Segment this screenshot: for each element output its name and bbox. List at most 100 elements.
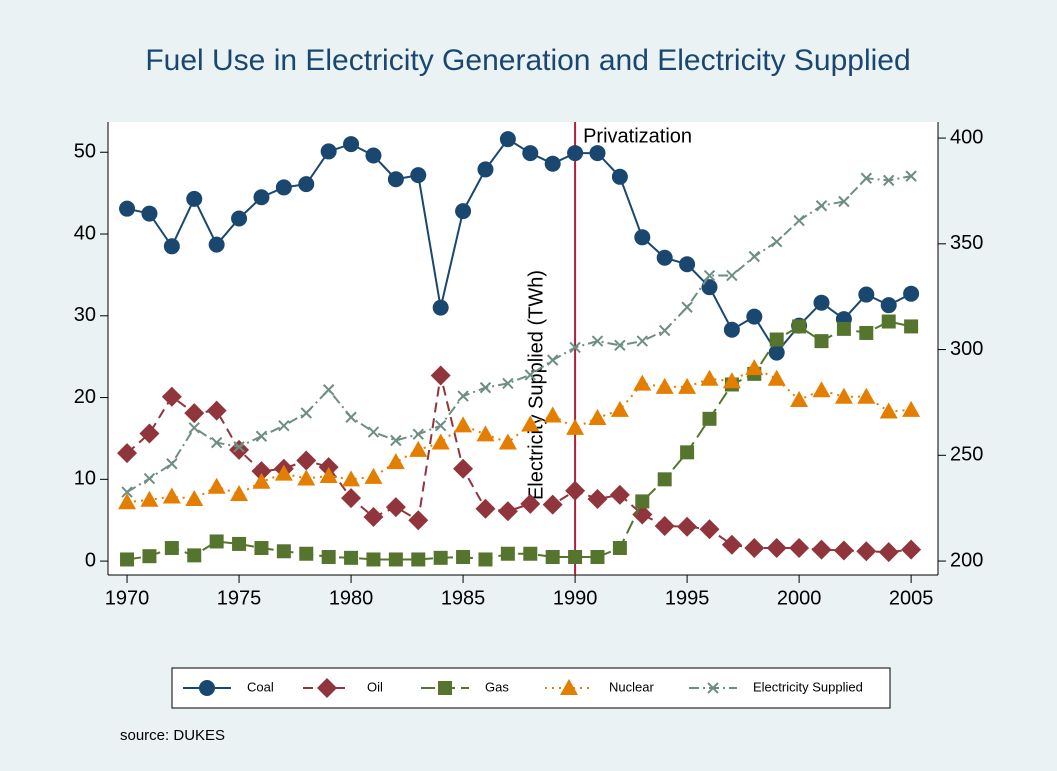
marker <box>520 493 541 514</box>
marker <box>454 416 473 433</box>
marker <box>905 170 917 182</box>
marker <box>904 319 919 334</box>
x-tick-label: 2005 <box>889 587 934 609</box>
marker <box>457 390 469 402</box>
x-tick-label: 1995 <box>665 587 710 609</box>
marker <box>833 540 854 561</box>
legend-label: Electricity Supplied <box>753 679 863 694</box>
marker <box>654 515 675 536</box>
marker <box>502 377 514 390</box>
marker <box>857 387 876 404</box>
marker <box>255 430 268 442</box>
marker <box>232 536 247 551</box>
marker <box>500 546 515 561</box>
marker <box>207 477 226 494</box>
marker <box>184 403 205 424</box>
marker <box>363 506 384 527</box>
x-tick-label: 1980 <box>329 587 374 609</box>
marker <box>140 490 159 507</box>
marker <box>657 472 672 487</box>
y-tick-label: 30 <box>74 304 96 326</box>
marker <box>633 374 652 391</box>
y2-axis-title: Electricity Supplied (TWh) <box>525 270 547 500</box>
marker <box>367 426 380 438</box>
marker <box>275 179 292 196</box>
marker <box>656 249 673 266</box>
marker <box>836 321 851 336</box>
marker <box>345 411 357 423</box>
y-tick-label: 20 <box>74 386 96 408</box>
marker <box>321 550 336 565</box>
marker <box>636 335 648 347</box>
marker <box>233 441 245 453</box>
marker <box>726 269 738 282</box>
marker <box>388 552 403 567</box>
marker <box>431 433 450 450</box>
marker <box>119 200 136 217</box>
marker <box>523 546 538 561</box>
marker <box>812 381 831 398</box>
marker <box>322 384 335 396</box>
marker <box>612 541 627 556</box>
marker <box>342 470 361 487</box>
marker <box>591 335 604 347</box>
marker <box>208 236 225 253</box>
marker <box>744 538 765 559</box>
marker <box>792 319 807 334</box>
marker <box>811 539 832 560</box>
marker <box>793 214 805 227</box>
marker <box>815 200 828 212</box>
marker <box>344 550 359 565</box>
marker <box>366 552 381 567</box>
marker <box>411 552 426 567</box>
marker <box>878 542 899 563</box>
marker <box>206 400 227 421</box>
marker <box>587 488 608 509</box>
marker <box>903 285 920 302</box>
marker <box>209 534 224 549</box>
marker <box>390 434 402 447</box>
marker <box>365 147 382 164</box>
marker <box>609 484 630 505</box>
marker <box>433 550 448 565</box>
marker <box>364 467 383 484</box>
y-tick-label: 40 <box>74 222 96 244</box>
marker <box>456 550 471 565</box>
marker <box>477 161 494 178</box>
y2-tick-label: 350 <box>950 232 983 254</box>
marker <box>297 469 316 486</box>
marker <box>143 472 156 485</box>
marker <box>475 498 496 519</box>
marker <box>430 365 451 386</box>
marker <box>438 681 452 695</box>
marker <box>565 480 586 501</box>
marker <box>748 250 761 263</box>
marker <box>254 541 269 556</box>
marker <box>545 550 560 565</box>
marker <box>699 519 720 540</box>
chart-title: Fuel Use in Electricity Generation and E… <box>145 44 910 77</box>
marker <box>722 372 741 389</box>
marker <box>341 488 362 509</box>
marker <box>117 443 138 464</box>
marker <box>569 341 581 354</box>
marker <box>790 391 809 408</box>
marker <box>163 238 180 255</box>
marker <box>635 494 650 509</box>
marker <box>412 428 424 440</box>
marker <box>210 436 223 449</box>
marker <box>632 504 653 525</box>
marker <box>229 439 250 460</box>
marker <box>768 344 785 361</box>
marker <box>767 369 786 386</box>
marker <box>432 299 449 316</box>
marker <box>164 541 179 556</box>
marker <box>521 415 540 432</box>
marker <box>141 205 158 222</box>
marker <box>410 167 427 184</box>
note: source: DUKES <box>120 727 225 744</box>
marker <box>476 425 495 442</box>
marker <box>386 453 405 470</box>
x-tick-label: 1985 <box>441 587 486 609</box>
marker <box>560 679 578 695</box>
